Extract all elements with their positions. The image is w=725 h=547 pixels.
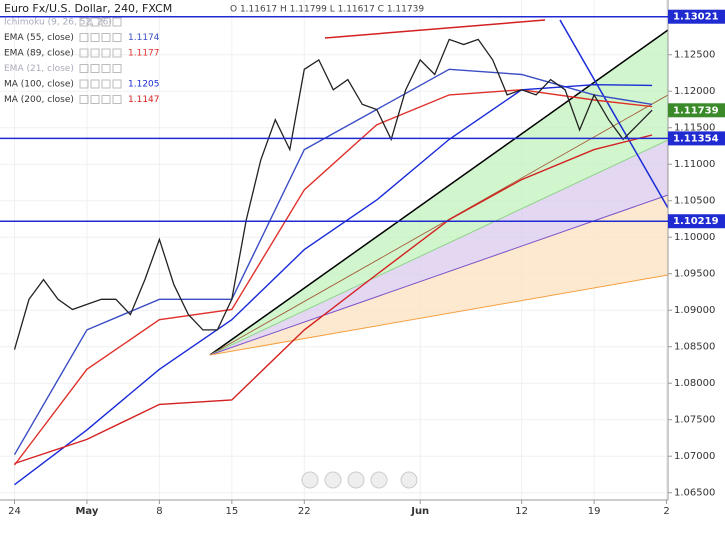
ohlc: O 1.11617 H 1.11799 L 1.11617 C 1.11739 (230, 5, 424, 15)
level-label: 1.13021 (673, 12, 719, 23)
indicator-icon[interactable] (79, 17, 89, 27)
indicator-icon[interactable] (79, 64, 89, 73)
x-tick-label: 24 (8, 506, 21, 517)
level-label: 1.11739 (673, 105, 719, 116)
y-tick-label: 1.08000 (674, 378, 715, 389)
indicator-icon[interactable] (112, 17, 122, 27)
indicator-icon[interactable] (79, 79, 89, 89)
indicator-icon[interactable] (112, 64, 122, 73)
x-tick-label: 15 (225, 506, 238, 517)
indicator-label: MA (200, close) (4, 95, 74, 105)
price-line (13, 38, 653, 350)
indicator-label: EMA (55, close) (4, 33, 74, 43)
y-tick-label: 1.11000 (674, 159, 715, 170)
x-tick-label: 22 (298, 506, 311, 517)
symbol-title: Euro Fx/U.S. Dollar, 240, FXCM (4, 2, 172, 15)
button[interactable] (324, 471, 342, 489)
fan (209, 19, 669, 356)
indicator-icon[interactable] (101, 79, 111, 89)
indicator-icon[interactable] (101, 48, 111, 58)
button[interactable] (347, 471, 365, 489)
indicator-icon[interactable] (90, 95, 100, 104)
zoom-controls (301, 471, 418, 489)
indicator-value: 1.1174 (128, 33, 160, 43)
ma-line (14, 83, 653, 486)
y-tick-label: 1.06500 (674, 488, 715, 499)
fan-line (209, 139, 669, 356)
trend-line (559, 19, 669, 209)
x-tick-label: May (75, 506, 98, 517)
indicator-icon[interactable] (90, 64, 100, 73)
button[interactable] (301, 471, 319, 489)
x-tick-label: 8 (156, 506, 162, 517)
level-box (668, 9, 725, 24)
y-tick-label: 1.08500 (674, 342, 715, 353)
indicator-icon[interactable] (90, 48, 100, 58)
button[interactable] (370, 471, 388, 489)
indicator-icon[interactable] (101, 64, 111, 73)
indicator-icon[interactable] (90, 33, 100, 42)
level-label: 1.10219 (673, 216, 719, 227)
indicator-value: 1.1177 (128, 49, 160, 59)
x-tick-label: 2 (663, 506, 669, 517)
ma-line (13, 89, 653, 466)
indicator-icon[interactable] (101, 17, 111, 27)
y-tick-label: 1.10500 (674, 196, 715, 207)
indicator-icon[interactable] (112, 33, 122, 42)
x-tick-label: 19 (588, 506, 601, 517)
indicator-icon[interactable] (112, 79, 122, 89)
level-box (668, 131, 725, 146)
y-tick-label: 1.09500 (674, 269, 715, 280)
indicator-value: 1.1205 (128, 80, 160, 90)
ma-line (14, 134, 653, 465)
y-tick-label: 1.07000 (674, 451, 715, 462)
button[interactable] (400, 471, 418, 489)
indicator-icon[interactable] (90, 17, 100, 27)
y-tick-label: 1.10000 (674, 232, 715, 243)
indicator-icon[interactable] (112, 95, 122, 104)
indicator-value: 1.1147 (128, 95, 160, 105)
indicator-icon[interactable] (79, 33, 89, 42)
y-tick-label: 1.11500 (674, 123, 715, 134)
x-tick-label: 12 (515, 506, 528, 517)
y-tick-label: 1.12000 (674, 86, 715, 97)
indicator-icon[interactable] (101, 95, 111, 104)
y-tick-label: 1.07500 (674, 415, 715, 426)
fan-line (209, 274, 669, 356)
x-tick-label: Jun (410, 506, 429, 517)
trend-line (324, 19, 546, 39)
level-box (668, 214, 725, 229)
indicator-icon[interactable] (90, 79, 100, 89)
indicator-label: EMA (89, close) (4, 49, 74, 59)
indicator-icon[interactable] (101, 33, 111, 42)
indicator-icon[interactable] (79, 48, 89, 58)
indicator-icon[interactable] (112, 48, 122, 58)
fan-line (209, 29, 669, 356)
level-box (668, 103, 725, 118)
level-label: 1.11354 (673, 133, 719, 144)
indicator-label: Ichimoku (9, 26, 52, 26) (4, 18, 112, 28)
indicator-icon[interactable] (79, 95, 89, 104)
y-tick-label: 1.09000 (674, 305, 715, 316)
indicator-label: EMA (21, close) (4, 64, 74, 74)
y-tick-label: 1.12500 (674, 50, 715, 61)
indicator-label: MA (100, close) (4, 80, 74, 90)
